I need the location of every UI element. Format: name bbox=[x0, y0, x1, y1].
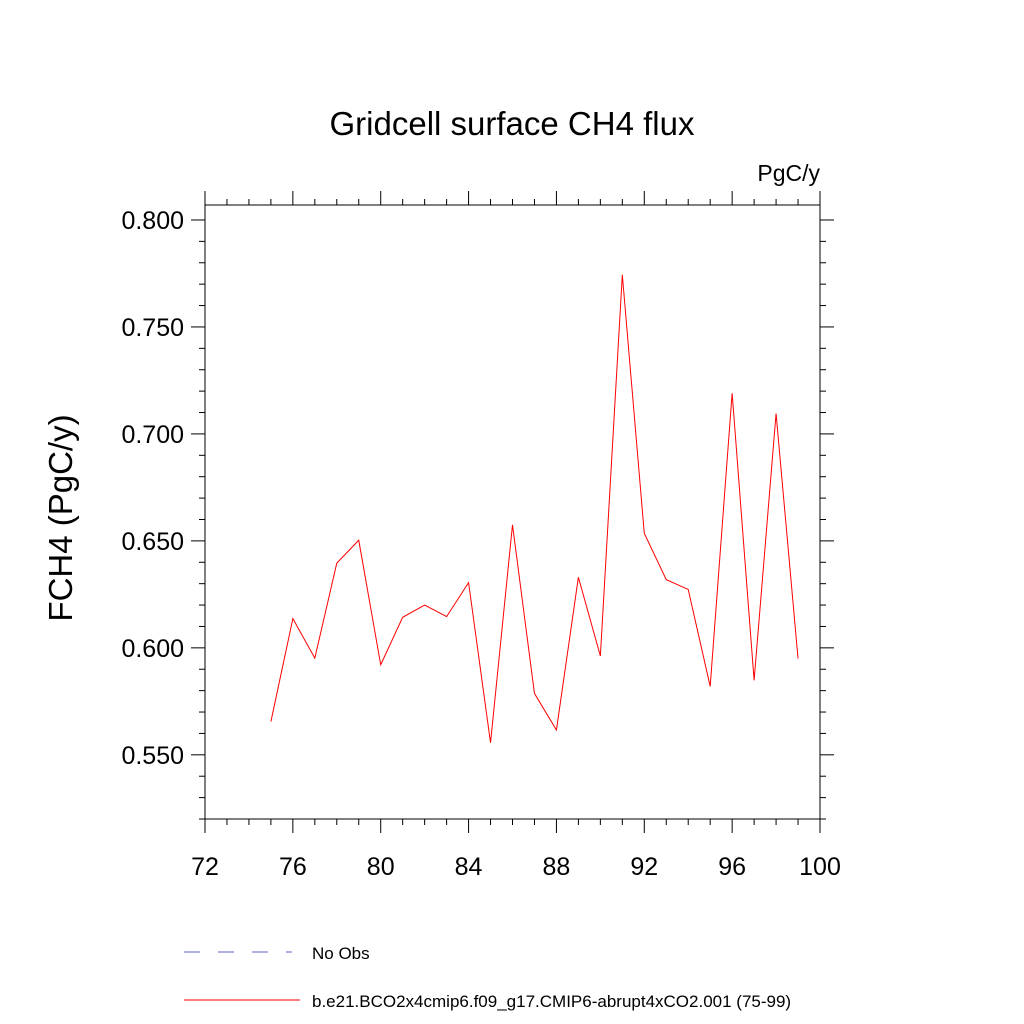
units-label: PgC/y bbox=[757, 160, 820, 186]
x-tick-label: 100 bbox=[799, 853, 841, 881]
y-tick-label: 0.600 bbox=[121, 635, 184, 663]
y-tick-label: 0.700 bbox=[121, 421, 184, 449]
y-axis-ticks: 0.550 0.600 0.650 0.700 0.750 0.800 bbox=[121, 207, 834, 820]
y-tick-label: 0.800 bbox=[121, 207, 184, 235]
chart-title: Gridcell surface CH4 flux bbox=[330, 105, 695, 142]
y-tick-label: 0.650 bbox=[121, 528, 184, 556]
legend-label-no-obs: No Obs bbox=[312, 944, 370, 963]
series-line-1 bbox=[270, 274, 799, 743]
series-layer bbox=[270, 274, 799, 743]
legend-label-abrupt4xco2: b.e21.BCO2x4cmip6.f09_g17.CMIP6-abrupt4x… bbox=[312, 992, 791, 1011]
y-tick-label: 0.750 bbox=[121, 314, 184, 342]
x-tick-label: 72 bbox=[191, 853, 219, 881]
x-tick-label: 88 bbox=[543, 853, 571, 881]
x-tick-label: 84 bbox=[455, 853, 483, 881]
x-tick-label: 76 bbox=[279, 853, 307, 881]
legend: No Obs b.e21.BCO2x4cmip6.f09_g17.CMIP6-a… bbox=[184, 944, 791, 1011]
x-tick-label: 92 bbox=[630, 853, 658, 881]
x-tick-label: 96 bbox=[718, 853, 746, 881]
x-tick-label: 80 bbox=[367, 853, 395, 881]
y-tick-label: 0.550 bbox=[121, 742, 184, 770]
x-axis-ticks: 72 76 80 84 88 92 96 100 bbox=[191, 191, 841, 881]
y-axis-label: FCH4 (PgC/y) bbox=[42, 414, 79, 621]
plot-frame bbox=[204, 204, 821, 820]
